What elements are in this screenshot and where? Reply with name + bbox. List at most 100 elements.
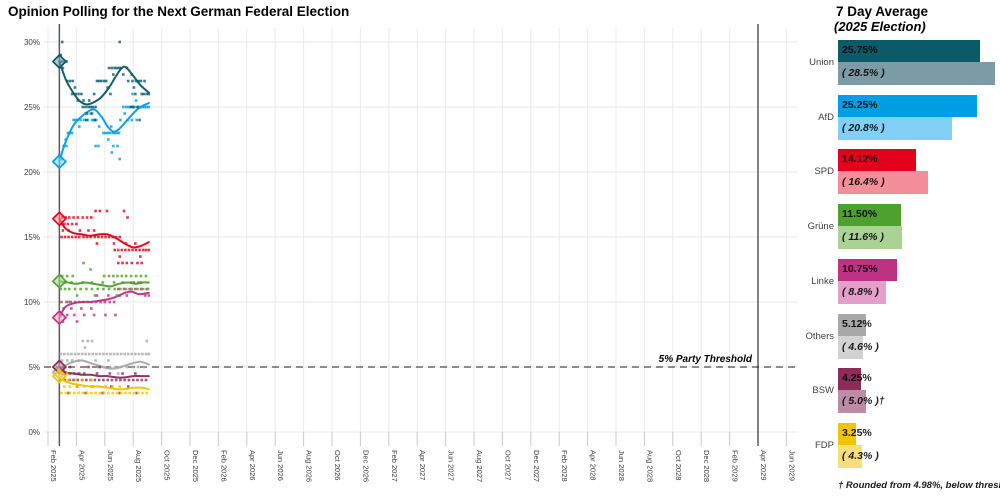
svg-text:0%: 0% [28,428,40,437]
election-result-diamond-grne [51,273,68,289]
party-label: BSW [812,385,834,397]
result-value-label: ( 20.8% ) [842,121,885,134]
avg-bar: 5.12% [838,313,872,336]
result-bar: ( 16.4% ) [838,171,928,195]
avg-value-label: 4.25% [842,372,872,385]
svg-text:15%: 15% [24,233,40,242]
party-label: Grüne [807,221,834,233]
svg-text:Dec 2025: Dec 2025 [191,450,200,482]
panel-subtitle: (2025 Election) [834,19,926,34]
svg-text:Aug 2026: Aug 2026 [305,450,314,482]
result-value-label: ( 11.6% ) [842,231,884,244]
svg-text:Oct 2025: Oct 2025 [163,450,172,480]
svg-text:Oct 2027: Oct 2027 [503,450,512,480]
avg-bar: 14.12% [838,149,916,172]
x-axis-labels: Feb 2025 Apr 2025 Jun 2025 Aug 2025 Oct 2025… [49,450,796,482]
svg-text:Feb 2026: Feb 2026 [219,450,228,482]
result-value-label: ( 16.4% ) [842,176,885,189]
svg-text:20%: 20% [24,168,40,177]
avg-bar: 25.75% [838,40,980,62]
svg-text:Dec 2026: Dec 2026 [361,450,370,482]
party-label: SPD [814,166,834,178]
svg-text:Feb 2027: Feb 2027 [390,450,399,482]
svg-text:Aug 2028: Aug 2028 [645,450,654,482]
avg-bar: 10.75% [838,258,897,281]
avg-value-label: 5.12% [842,317,872,330]
seven-day-average-panel: 7 Day Average (2025 Election) Union 25.75… [800,0,1000,500]
svg-text:Feb 2028: Feb 2028 [560,450,569,482]
svg-text:Feb 2025: Feb 2025 [49,450,58,482]
series-union [51,40,151,122]
avg-bar: 3.25% [838,422,872,445]
bar-group-union: Union 25.75% ( 28.5% ) [800,40,1000,85]
svg-text:25%: 25% [24,103,40,112]
bar-group-grne: Grüne 11.50% ( 11.6% ) [800,204,1000,250]
bar-group-linke: Linke 10.75% ( 8.8% ) [800,258,1000,304]
result-value-label: ( 5.0% )† [842,395,885,408]
avg-value-label: 11.50% [842,208,878,221]
svg-text:Jun 2026: Jun 2026 [276,450,285,481]
party-label: FDP [815,439,834,451]
svg-text:Aug 2027: Aug 2027 [475,450,484,482]
party-label: AfD [818,111,834,123]
svg-text:Jun 2027: Jun 2027 [447,450,456,481]
result-bar: ( 4.3% ) [838,444,879,468]
svg-text:Dec 2027: Dec 2027 [532,450,541,482]
election-result-diamond-spd [51,211,68,227]
avg-value-label: 25.25% [842,98,878,111]
svg-text:Jun 2028: Jun 2028 [617,450,626,481]
party-label: Union [809,57,834,68]
avg-value-label: 14.12% [842,153,878,166]
y-axis-labels: 0% 5% 10% 15% 20% 25% 30% [24,38,40,437]
series-linke [51,281,151,326]
avg-bar: 11.50% [838,204,901,227]
result-bar: ( 11.6% ) [838,226,902,250]
election-result-diamond-linke [51,309,68,326]
svg-text:10%: 10% [24,298,40,307]
threshold-label: 5% Party Threshold [659,354,753,365]
result-bar: ( 28.5% ) [838,62,995,85]
result-bar: ( 5.0% )† [838,390,885,414]
svg-text:Oct 2028: Oct 2028 [674,450,683,480]
svg-text:Aug 2025: Aug 2025 [134,450,143,482]
series-spd [51,209,151,265]
bar-group-fdp: FDP 3.25% ( 4.3% ) [800,422,1000,468]
election-result-diamond-afd [51,153,68,170]
svg-text:Apr 2029: Apr 2029 [759,450,768,480]
result-value-label: ( 28.5% ) [842,67,885,79]
election-result-diamond-fdp [51,368,68,384]
svg-text:Jun 2025: Jun 2025 [106,450,115,481]
result-value-label: ( 8.8% ) [842,285,879,298]
avg-bar: 25.25% [838,94,977,117]
svg-text:Apr 2027: Apr 2027 [418,450,427,480]
svg-text:Jun 2029: Jun 2029 [787,450,796,481]
svg-text:Dec 2028: Dec 2028 [702,450,711,482]
party-label: Linke [811,275,834,287]
svg-text:5%: 5% [28,363,40,372]
party-label: Others [805,330,834,342]
svg-text:30%: 30% [24,38,40,47]
result-value-label: ( 4.6% ) [842,340,879,353]
bar-group-afd: AfD 25.25% ( 20.8% ) [800,94,1000,140]
avg-value-label: 10.75% [842,262,878,275]
polling-timeseries-chart: 0% 5% 10% 15% 20% 25% 30% Feb 2025 Apr 2025 Jun 2… [24,24,797,482]
election-result-diamond-union [51,53,68,70]
svg-text:Apr 2026: Apr 2026 [248,450,257,480]
result-bar: ( 20.8% ) [838,116,952,140]
footnote: † Rounded from 4.98%, below threshold [838,480,1000,491]
avg-value-label: 25.75% [842,44,878,56]
avg-value-label: 3.25% [842,426,872,439]
result-bar: ( 4.6% ) [838,335,879,359]
result-value-label: ( 4.3% ) [842,449,879,462]
series-grne [51,261,150,304]
panel-title: 7 Day Average [836,4,929,19]
avg-bar: 4.25% [838,368,872,391]
svg-text:Oct 2026: Oct 2026 [333,450,342,480]
svg-text:Apr 2028: Apr 2028 [589,450,598,480]
bar-group-spd: SPD 14.12% ( 16.4% ) [800,149,1000,195]
result-bar: ( 8.8% ) [838,280,886,304]
gridlines [44,28,797,446]
series-afd [51,92,151,170]
svg-text:Apr 2025: Apr 2025 [77,450,86,480]
